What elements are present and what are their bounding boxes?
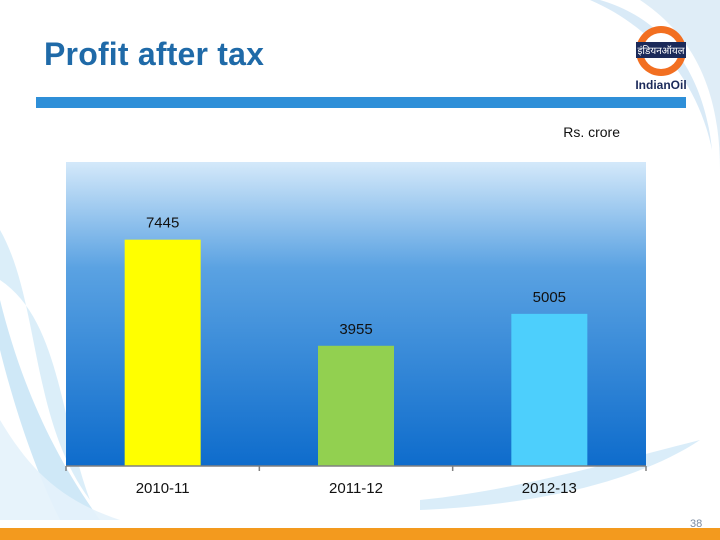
x-tick-label-2010-11: 2010-11 <box>136 480 190 497</box>
slide-title: Profit after tax <box>44 36 265 72</box>
title-underline-bar <box>36 97 686 108</box>
data-label-2011-12: 3955 <box>339 321 372 338</box>
logo-hindi-text: इंडियनऑयल <box>637 45 684 57</box>
page-number: 38 <box>690 518 703 530</box>
bar-2010-11 <box>124 239 201 466</box>
bar-2011-12 <box>318 345 394 466</box>
data-label-2010-11: 7445 <box>146 215 179 232</box>
indianoil-logo: इंडियनऑयल IndianOil <box>630 24 692 94</box>
bar-2012-13 <box>511 313 588 466</box>
footer-bar <box>0 528 720 540</box>
x-tick-label-2012-13: 2012-13 <box>522 480 577 497</box>
logo-emblem-icon: इंडियनऑयल <box>636 26 686 76</box>
data-label-2012-13: 5005 <box>533 289 566 306</box>
logo-brand-text: IndianOil <box>635 78 687 92</box>
x-tick-label-2011-12: 2011-12 <box>329 480 383 497</box>
unit-label: Rs. crore <box>563 124 620 140</box>
